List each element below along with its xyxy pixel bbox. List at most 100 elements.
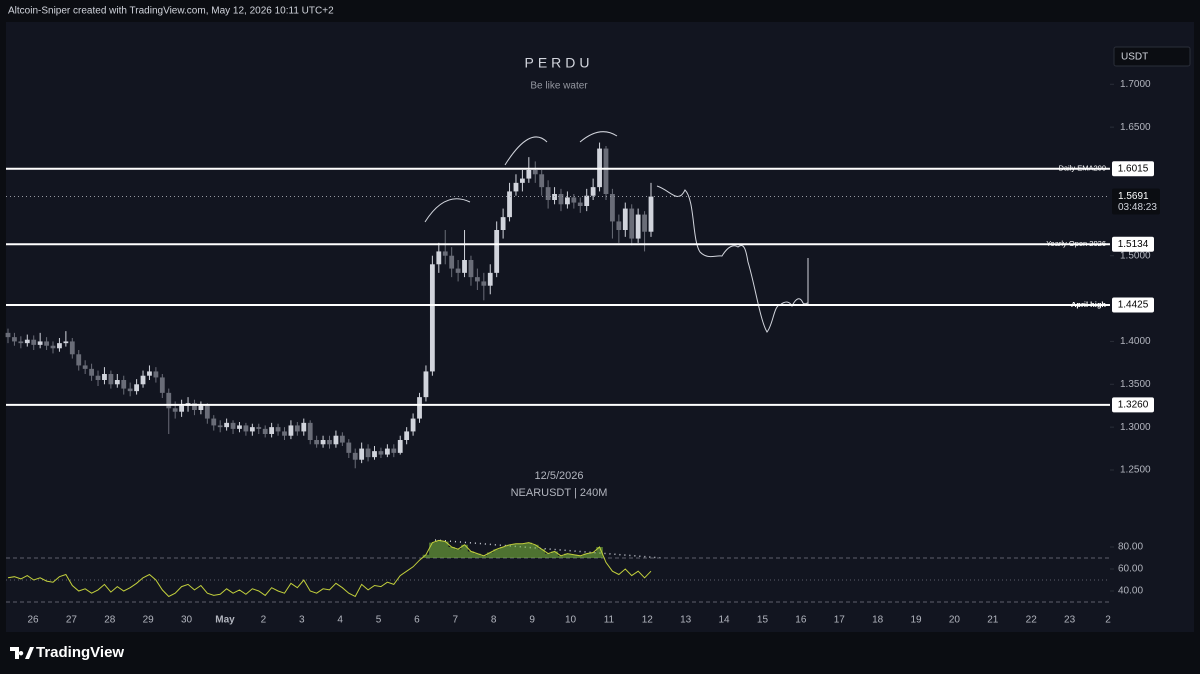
candle-body (423, 371, 429, 398)
candle-body (204, 405, 210, 419)
level-price-box (1112, 161, 1154, 177)
candle-body (436, 251, 442, 265)
x-tick-label: 10 (565, 615, 577, 626)
level-name: Yearly Open 2026 (1046, 239, 1106, 248)
level-price: 1.3260 (1118, 399, 1149, 410)
candle-body (391, 448, 397, 453)
brand-name: TradingView (36, 644, 124, 661)
candle-body (462, 260, 467, 273)
candle-body (57, 343, 62, 349)
candle-body (288, 425, 294, 436)
x-tick-label: 21 (987, 615, 999, 626)
date-label: 12/5/2026 (535, 470, 584, 482)
candle-body (5, 332, 11, 338)
level-price: 1.6015 (1118, 163, 1149, 174)
candle-body (378, 451, 384, 455)
candle-body (198, 405, 204, 410)
x-tick-label: 6 (414, 615, 420, 626)
x-tick-label: 22 (1026, 615, 1038, 626)
candle-body (545, 187, 551, 200)
candle-body (372, 451, 377, 458)
candle-body (114, 380, 120, 385)
drawing-arc (579, 131, 618, 143)
candle-body (520, 178, 525, 183)
candle-body (487, 272, 493, 286)
y-tick-label: 1.2500 (1120, 465, 1151, 476)
candle-body (474, 277, 480, 282)
candle-body (18, 341, 24, 344)
candle-body (584, 195, 590, 206)
candle-body (121, 380, 127, 389)
candle-body (307, 422, 313, 440)
candle-body (172, 408, 178, 412)
candle-body (481, 281, 487, 286)
x-tick-label: 30 (181, 615, 193, 626)
brand: TradingView (10, 644, 124, 661)
x-tick-label: 2 (261, 615, 267, 626)
candle-body (571, 197, 577, 203)
x-tick-label: 12 (642, 615, 654, 626)
title: PERDU (524, 55, 593, 71)
candle-body (237, 425, 242, 429)
x-tick-label: 23 (1064, 615, 1076, 626)
candle-body (629, 208, 635, 239)
level-name: Daily EMA200 (1058, 164, 1106, 173)
candle-body (44, 341, 49, 346)
symbol-label: NEARUSDT | 240M (511, 487, 608, 499)
candle-body (610, 194, 615, 222)
candle-body (269, 427, 275, 434)
candle-body (455, 268, 461, 273)
y-tick-label: 1.3500 (1120, 379, 1151, 390)
candle-body (449, 255, 455, 269)
rsi-tick-label: 60.00 (1118, 564, 1143, 575)
candle-body (468, 260, 474, 278)
y-tick-label: 1.7000 (1120, 79, 1151, 90)
candle-body (532, 170, 538, 175)
candle-body (507, 191, 512, 218)
x-tick-label: 9 (529, 615, 535, 626)
candle-body (24, 339, 30, 344)
candle-body (102, 374, 107, 380)
candle-body (243, 425, 249, 432)
candle-body (224, 422, 230, 428)
candle-body (166, 392, 172, 409)
level-name: April high (1071, 300, 1106, 309)
candle-body (417, 397, 422, 419)
level-price: 1.4425 (1118, 300, 1149, 311)
drawing-arc (424, 198, 471, 223)
candle-body (635, 214, 641, 239)
candle-body (397, 440, 403, 453)
drawings (424, 131, 809, 333)
candle-body (359, 448, 365, 460)
candle-body (153, 371, 159, 378)
candle-body (192, 403, 197, 410)
level-price-box (1112, 236, 1154, 252)
x-tick-label: 18 (872, 615, 884, 626)
candle-body (352, 452, 358, 460)
drawing-arc (504, 136, 548, 166)
candle-body (500, 217, 506, 230)
candle-body (256, 427, 262, 429)
level-price: 1.5134 (1118, 239, 1149, 250)
x-tick-label: 11 (604, 615, 615, 626)
candle-body (69, 341, 75, 355)
candle-body (320, 440, 326, 445)
candle-body (622, 208, 628, 230)
x-tick-label: 16 (795, 615, 807, 626)
y-tick-label: 1.4000 (1120, 336, 1151, 347)
x-tick-label: 8 (491, 615, 497, 626)
candle-body (294, 425, 300, 432)
candle-body (159, 377, 165, 393)
x-tick-label: 29 (143, 615, 155, 626)
rsi-line (7, 539, 652, 598)
x-tick-label: 13 (680, 615, 692, 626)
candle-body (301, 422, 307, 432)
candle-body (179, 405, 185, 412)
candle-body (365, 448, 371, 458)
x-tick-label: 19 (910, 615, 922, 626)
candle-body (63, 341, 69, 344)
candle-body (404, 431, 410, 440)
candle-body (565, 197, 570, 205)
level-price-box (1112, 297, 1154, 313)
